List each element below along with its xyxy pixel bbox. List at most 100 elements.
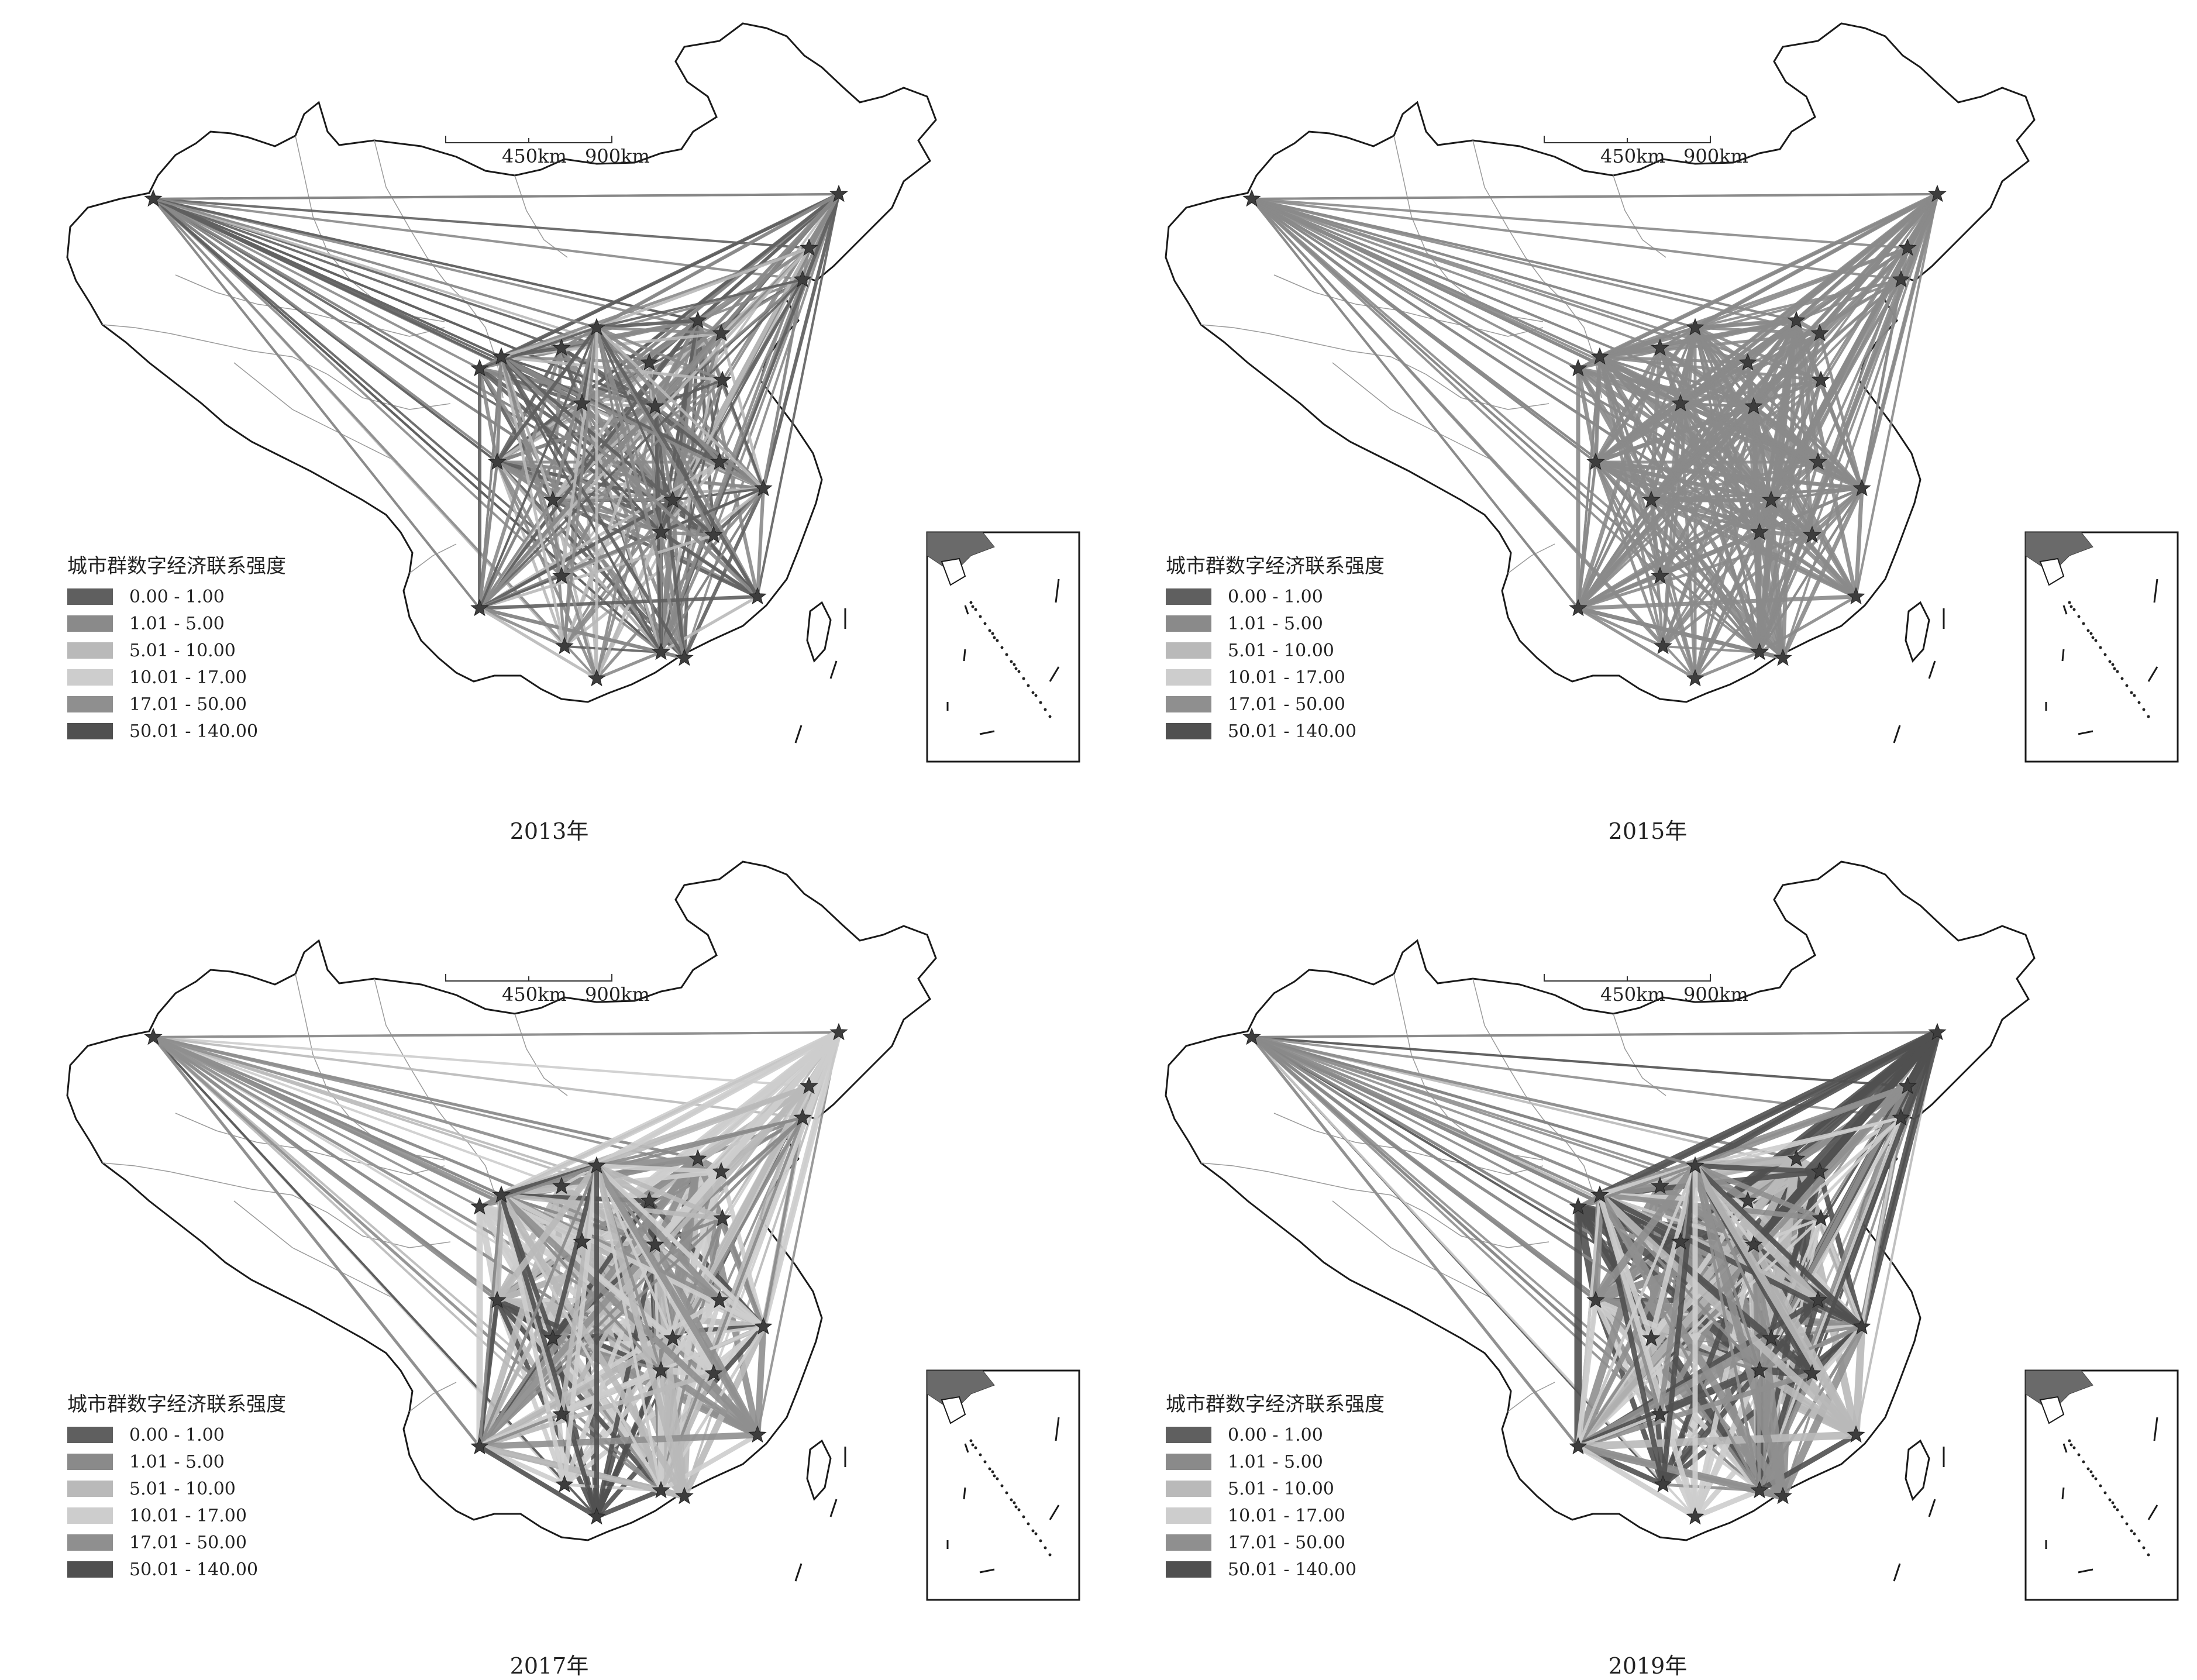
connection-line [1782, 1032, 1938, 1497]
inset-dash [979, 730, 995, 735]
connection-line [654, 278, 804, 408]
island-taiwan [806, 1439, 832, 1501]
city-node-star [754, 478, 773, 497]
inset-dash [2061, 1487, 2065, 1500]
inset-dash [963, 649, 966, 662]
inset-island-dot [971, 1443, 974, 1447]
legend-swatch [67, 1507, 113, 1524]
city-node-star [470, 359, 489, 377]
connection-line [153, 198, 698, 322]
inset-island-dot [1013, 1501, 1016, 1505]
connection-line [478, 498, 674, 610]
connection-line [563, 327, 598, 647]
inset-island-dot [2130, 691, 2133, 694]
city-node-star [1586, 1290, 1605, 1309]
connection-line [1251, 198, 1661, 577]
connection-line [1595, 460, 1652, 502]
scale-bar-line [445, 974, 612, 982]
connection-line [595, 1164, 765, 1328]
city-node-star [1242, 189, 1261, 207]
city-node-star [1787, 311, 1806, 329]
year-caption: 2015年 [1608, 818, 1688, 844]
connection-line [1251, 1036, 1696, 1518]
city-node-star [675, 1486, 694, 1505]
city-node-star [1774, 1486, 1792, 1505]
legend-row: 10.01 - 17.00 [67, 664, 286, 691]
connection-line [153, 198, 502, 358]
map-panel-2017: 450km 900km 城市群数字经济联系强度 0.00 - 1.00 1.01… [0, 838, 1098, 1679]
connection-line [1576, 402, 1682, 610]
city-node-star [1569, 1437, 1588, 1455]
inset-dash [2147, 1505, 2158, 1520]
legend-label: 1.01 - 5.00 [129, 613, 225, 634]
inset-island-dot [1034, 694, 1038, 697]
connection-line [501, 1193, 656, 1247]
connection-line [595, 326, 650, 364]
city-node-star [712, 1162, 731, 1180]
connection-line [660, 531, 759, 598]
inset-island-dot [2077, 615, 2081, 618]
map-panel-2015: 450km 900km 城市群数字经济联系强度 0.00 - 1.00 1.01… [1098, 0, 2197, 844]
connection-line [595, 327, 674, 501]
inset-dash [979, 1568, 995, 1574]
connection-line [479, 595, 758, 610]
connection-line [500, 355, 765, 490]
connection-line [1693, 531, 1761, 680]
city-node-star [1928, 184, 1947, 202]
inset-island-dot [2077, 1453, 2081, 1457]
connection-line [500, 356, 566, 647]
city-node-star [543, 1328, 562, 1347]
connection-line [1251, 1035, 1797, 1161]
inset-island-dot [983, 1460, 987, 1464]
city-node-star [1809, 452, 1827, 470]
inset-dash [1055, 579, 1060, 603]
inset-island-dot [971, 605, 974, 608]
connection-line [153, 198, 562, 349]
inset-island-dot [2137, 701, 2141, 704]
city-node-star [1812, 1209, 1830, 1227]
connection-line [1251, 198, 1652, 501]
inset-island [941, 557, 966, 586]
connection-line [1251, 198, 1696, 680]
legend-row: 0.00 - 1.00 [67, 1421, 286, 1448]
connection-line [756, 488, 765, 597]
city-node-star [1654, 1475, 1672, 1493]
connection-line [1251, 198, 1754, 408]
legend-label: 1.01 - 5.00 [1228, 1451, 1323, 1472]
city-node-star [1810, 1162, 1829, 1180]
connection-line [1576, 319, 1798, 610]
connection-line [1251, 1031, 1938, 1038]
legend-label: 50.01 - 140.00 [129, 1559, 259, 1580]
legend-label: 5.01 - 10.00 [129, 640, 236, 661]
province-border [1200, 324, 1549, 410]
inset-island-dot [2086, 629, 2090, 632]
connection-line [1251, 198, 1600, 358]
inset-island-dot [2099, 1484, 2102, 1488]
inset-island-dot [979, 615, 982, 618]
connection-line [152, 198, 598, 680]
connection-line [153, 1031, 839, 1038]
connection-line [494, 1163, 600, 1303]
inset-island-dot [2133, 694, 2136, 697]
connection-line [500, 1193, 765, 1329]
connection-line [478, 1165, 598, 1447]
connection-line [1576, 1194, 1602, 1447]
connection-line [501, 355, 723, 382]
city-node-star [710, 452, 729, 470]
connection-line [1650, 327, 1697, 501]
legend-swatch [1166, 1427, 1211, 1443]
city-node-star [793, 1108, 812, 1126]
city-node-star [713, 370, 732, 388]
province-border [1273, 274, 1544, 337]
inset-island-dot [2120, 677, 2124, 680]
connection-line [1577, 356, 1601, 609]
city-node-star [573, 1232, 591, 1250]
city-node-star [1810, 323, 1829, 342]
connection-line [1694, 1488, 1761, 1520]
legend-row: 10.01 - 17.00 [67, 1502, 286, 1529]
city-node-star [1686, 1156, 1704, 1174]
inset-island-dot [1022, 677, 1025, 680]
city-node-star [800, 1076, 818, 1094]
inset-island-dot [2108, 1498, 2112, 1502]
connection-line [1695, 326, 1821, 382]
